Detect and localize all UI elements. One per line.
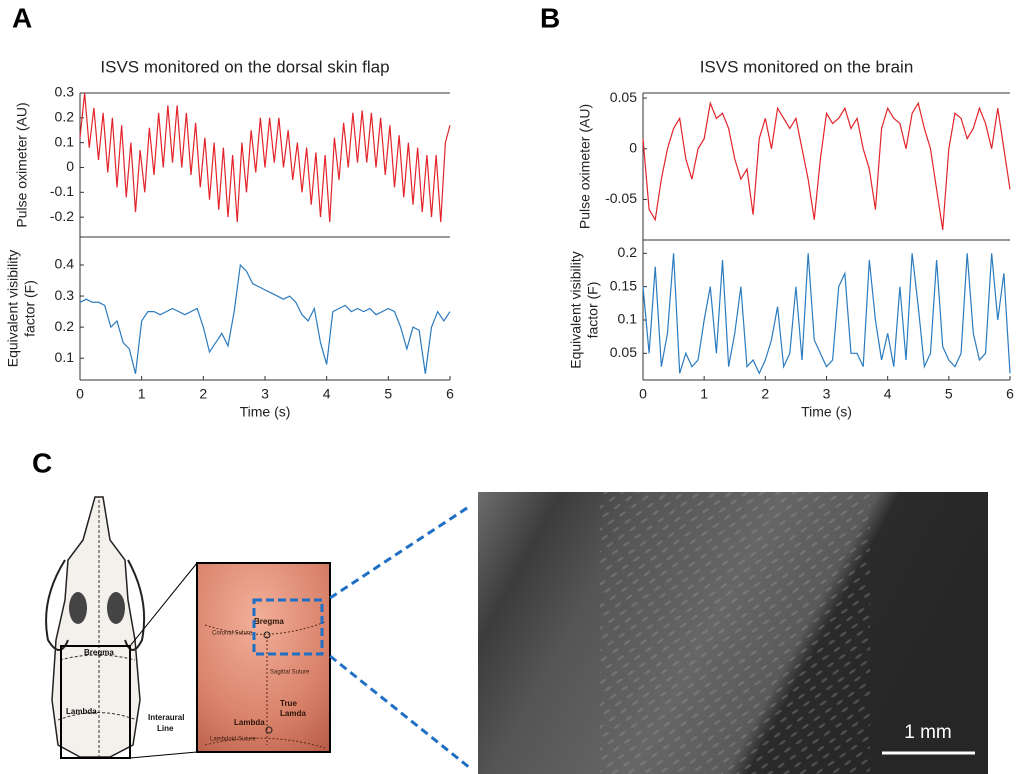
data-line: [642, 253, 1011, 375]
y-axis-label: factor (F): [22, 280, 38, 337]
y-tick-label: 0.05: [610, 344, 637, 360]
y-tick-label: 0: [66, 158, 74, 174]
y-tick-label: 0.3: [55, 84, 75, 100]
x-tick-label: 5: [384, 386, 392, 402]
chart-title: ISVS monitored on the brain: [700, 57, 914, 76]
y-tick-label: -0.2: [50, 208, 74, 224]
x-tick-label: 3: [261, 386, 269, 402]
x-tick-label: 1: [700, 386, 708, 402]
photo-label: Coronal Suture: [212, 631, 253, 637]
y-tick-label: 0.15: [610, 277, 637, 293]
scale-bar-label: 1 mm: [904, 722, 952, 743]
y-tick-label: 0: [629, 139, 637, 155]
y-tick-label: 0.1: [618, 311, 638, 327]
y-tick-label: 0.3: [55, 287, 75, 303]
data-line: [642, 100, 1011, 230]
y-axis-label: Pulse oximeter (AU): [14, 102, 30, 227]
y-tick-label: 0.2: [55, 318, 75, 334]
x-tick-label: 3: [823, 386, 831, 402]
data-line: [79, 92, 451, 223]
skin-photo: Bregma Coronal Suture Sagittal Suture Tr…: [196, 562, 331, 753]
skull-label: Bregma: [84, 648, 114, 657]
x-tick-label: 6: [1006, 386, 1014, 402]
x-tick-label: 4: [323, 386, 331, 402]
x-tick-label: 0: [639, 386, 647, 402]
x-tick-label: 5: [945, 386, 953, 402]
data-line: [79, 263, 451, 374]
y-axis-label: Equivalent visibility: [5, 250, 21, 368]
zoom-line: [329, 504, 471, 600]
zoom-line: [329, 654, 471, 770]
photo-label: True: [280, 699, 297, 708]
photo-label: Sagittal Suture: [270, 670, 310, 676]
photo-label: Lamda: [280, 709, 306, 718]
panel-label: B: [540, 2, 560, 33]
y-tick-label: -0.05: [605, 190, 637, 206]
y-axis-label: Equivalent visibility: [568, 251, 584, 369]
photo-label: Lambdoid Suture: [210, 737, 256, 743]
panel-label: C: [32, 447, 52, 478]
microscope-image: 1 mm: [478, 492, 988, 774]
panel-label: A: [12, 2, 32, 33]
photo-label: Lambda: [234, 718, 265, 727]
x-tick-label: 2: [761, 386, 769, 402]
y-tick-label: -0.1: [50, 183, 74, 199]
x-tick-label: 1: [138, 386, 146, 402]
y-axis-label: factor (F): [585, 282, 601, 339]
y-axis-label: Pulse oximeter (AU): [577, 104, 593, 229]
y-tick-label: 0.1: [55, 349, 75, 365]
x-tick-label: 0: [76, 386, 84, 402]
y-tick-label: 0.2: [55, 109, 75, 125]
photo-label: Bregma: [254, 617, 284, 626]
skull-label: Line: [157, 724, 174, 733]
x-axis-label: Time (s): [240, 404, 291, 420]
skull-label: Lambda: [66, 707, 97, 716]
y-tick-label: 0.05: [610, 89, 637, 105]
y-tick-label: 0.1: [55, 133, 75, 149]
y-tick-label: 0.2: [618, 244, 638, 260]
skull-drawing: Bregma Lambda Interaural Line: [45, 496, 198, 759]
y-tick-label: 0.4: [55, 256, 75, 272]
skull-label: Interaural: [148, 713, 184, 722]
x-axis-label: Time (s): [801, 404, 852, 420]
chart-title: ISVS monitored on the dorsal skin flap: [100, 57, 389, 76]
x-tick-label: 6: [446, 386, 454, 402]
x-tick-label: 2: [199, 386, 207, 402]
x-tick-label: 4: [884, 386, 892, 402]
